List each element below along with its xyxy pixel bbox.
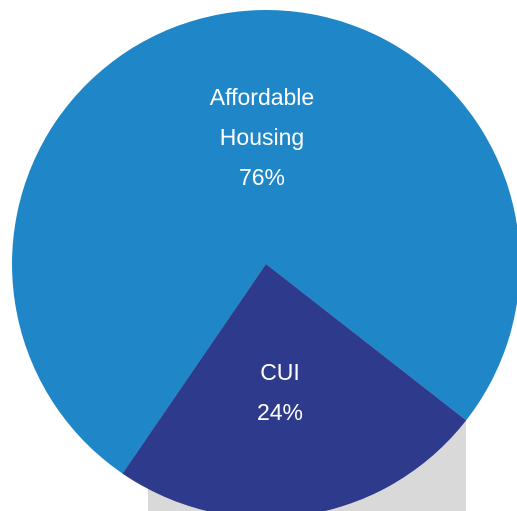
pie-slice [122, 264, 467, 511]
slice-label: Affordable Housing 76% [182, 77, 342, 197]
slice-label: CUI 24% [200, 352, 360, 432]
category-label: CUI [260, 359, 300, 385]
value-label: 24% [256, 399, 304, 425]
category-label: Affordable Housing [209, 84, 315, 150]
pie-slice [12, 10, 517, 474]
value-label: 76% [238, 164, 286, 190]
